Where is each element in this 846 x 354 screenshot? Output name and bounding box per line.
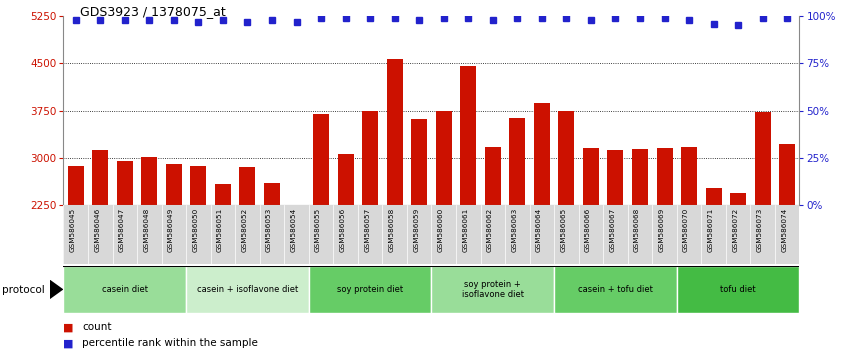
Text: GSM586069: GSM586069 [658, 208, 664, 252]
Text: casein + isoflavone diet: casein + isoflavone diet [197, 285, 298, 294]
Bar [362, 110, 378, 205]
Bar [190, 166, 206, 205]
Text: GSM586054: GSM586054 [290, 208, 296, 252]
Text: GSM586074: GSM586074 [781, 208, 787, 252]
Text: GSM586072: GSM586072 [732, 208, 738, 252]
Text: casein + tofu diet: casein + tofu diet [578, 285, 653, 294]
Text: GSM586053: GSM586053 [266, 208, 272, 252]
Text: casein diet: casein diet [102, 285, 148, 294]
Text: percentile rank within the sample: percentile rank within the sample [82, 338, 258, 348]
Bar [239, 167, 255, 205]
Text: GDS3923 / 1378075_at: GDS3923 / 1378075_at [80, 5, 226, 18]
Text: tofu diet: tofu diet [720, 285, 756, 294]
Text: GSM586073: GSM586073 [756, 208, 762, 252]
Text: GSM586050: GSM586050 [192, 208, 198, 252]
Bar [755, 112, 771, 205]
Bar [558, 110, 574, 205]
Bar [141, 157, 157, 205]
Text: GSM586065: GSM586065 [560, 208, 566, 252]
Bar [534, 103, 550, 205]
Bar [607, 150, 624, 205]
Bar [730, 193, 746, 205]
Text: GSM586071: GSM586071 [707, 208, 713, 252]
Bar [117, 161, 133, 205]
Bar [264, 183, 280, 205]
Bar [338, 154, 354, 205]
Text: GSM586063: GSM586063 [511, 208, 517, 252]
Text: count: count [82, 322, 112, 332]
Bar [186, 267, 309, 313]
Text: protocol: protocol [2, 285, 45, 295]
Bar [387, 59, 403, 205]
Bar [313, 114, 329, 205]
Text: soy protein diet: soy protein diet [337, 285, 404, 294]
Text: GSM586051: GSM586051 [217, 208, 222, 252]
Text: GSM586048: GSM586048 [143, 208, 149, 252]
Bar [436, 110, 452, 205]
Bar [485, 147, 501, 205]
Bar [215, 184, 231, 205]
Text: GSM586058: GSM586058 [388, 208, 394, 252]
Text: GSM586070: GSM586070 [683, 208, 689, 252]
Text: GSM586062: GSM586062 [486, 208, 492, 252]
Text: GSM586066: GSM586066 [585, 208, 591, 252]
Bar [677, 267, 799, 313]
Bar [656, 148, 673, 205]
Text: GSM586067: GSM586067 [609, 208, 615, 252]
Polygon shape [50, 280, 63, 299]
Text: GSM586045: GSM586045 [69, 208, 75, 252]
Text: GSM586060: GSM586060 [437, 208, 443, 252]
Text: GSM586061: GSM586061 [462, 208, 468, 252]
Text: GSM586059: GSM586059 [413, 208, 419, 252]
Bar [431, 267, 554, 313]
Bar [706, 188, 722, 205]
Bar [309, 267, 431, 313]
Bar [509, 118, 525, 205]
Text: GSM586064: GSM586064 [536, 208, 541, 252]
Text: GSM586052: GSM586052 [241, 208, 247, 252]
Text: ■: ■ [63, 322, 74, 332]
Bar [583, 148, 599, 205]
Bar [68, 166, 84, 205]
Text: soy protein +
isoflavone diet: soy protein + isoflavone diet [462, 280, 524, 299]
Text: GSM586055: GSM586055 [315, 208, 321, 252]
Text: GSM586047: GSM586047 [118, 208, 124, 252]
Bar [411, 119, 427, 205]
Bar [63, 267, 186, 313]
Bar [166, 164, 182, 205]
Bar [632, 149, 648, 205]
Bar [779, 144, 795, 205]
Text: GSM586056: GSM586056 [339, 208, 345, 252]
Text: GSM586057: GSM586057 [364, 208, 370, 252]
Bar [554, 267, 677, 313]
Bar [681, 147, 697, 205]
Bar [460, 67, 476, 205]
Bar [92, 150, 108, 205]
Text: GSM586049: GSM586049 [168, 208, 173, 252]
Text: ■: ■ [63, 338, 74, 348]
Text: GSM586068: GSM586068 [634, 208, 640, 252]
Text: GSM586046: GSM586046 [94, 208, 100, 252]
